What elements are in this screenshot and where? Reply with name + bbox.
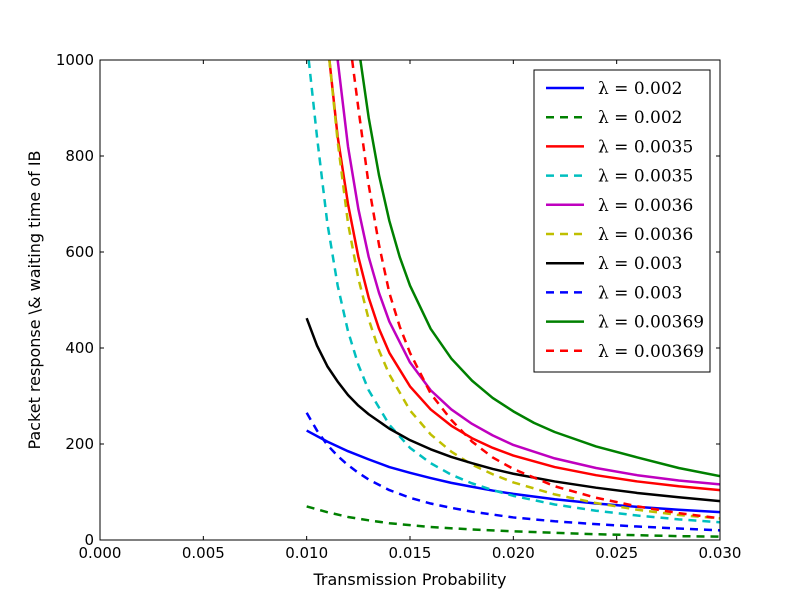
y-axis-title: Packet response \& waiting time of IB — [25, 150, 44, 449]
x-tick-label: 0.000 — [79, 544, 122, 562]
y-tick-label: 600 — [65, 243, 94, 261]
legend-label: λ = 0.0035 — [598, 137, 693, 157]
axis-ticks — [99, 59, 721, 541]
y-tick-label: 400 — [65, 339, 94, 357]
series-line-6 — [328, 60, 720, 520]
series-line-3 — [328, 60, 720, 492]
legend-label: λ = 0.002 — [598, 108, 683, 128]
y-tick-label: 800 — [65, 147, 94, 165]
series-line-4 — [307, 60, 720, 524]
legend-label: λ = 0.003 — [598, 283, 683, 303]
legend-label: λ = 0.0035 — [598, 167, 693, 187]
x-axis-title: Transmission Probability — [312, 570, 506, 589]
x-tick-label: 0.010 — [285, 544, 328, 562]
series-line-10 — [350, 60, 720, 520]
legend-label: λ = 0.0036 — [598, 196, 693, 216]
series-line-5 — [336, 60, 720, 486]
series-line-8 — [305, 412, 720, 532]
legend-label: λ = 0.003 — [598, 254, 683, 274]
axis-tick-labels: 0.000 0.005 0.010 0.015 0.020 0.025 0.030 0 200 4… — [56, 51, 742, 562]
series-line-1 — [306, 429, 720, 514]
series-line-7 — [305, 317, 720, 503]
legend-label: λ = 0.00369 — [598, 342, 704, 362]
y-tick-label: 0 — [84, 531, 94, 549]
x-tick-label: 0.020 — [492, 544, 535, 562]
legend-label: λ = 0.002 — [598, 79, 683, 99]
legend: λ = 0.002 λ = 0.002 λ = 0.0035 λ = 0.0035 λ … — [533, 69, 711, 373]
x-tick-label: 0.015 — [389, 544, 432, 562]
y-tick-label: 1000 — [56, 51, 94, 69]
series-line-2 — [306, 505, 720, 538]
legend-label: λ = 0.0036 — [598, 225, 693, 245]
x-tick-label: 0.025 — [595, 544, 638, 562]
x-tick-label: 0.030 — [699, 544, 742, 562]
legend-label: λ = 0.00369 — [598, 313, 704, 333]
series-lines — [305, 60, 720, 538]
series-line-9 — [359, 60, 720, 478]
y-tick-label: 200 — [65, 435, 94, 453]
x-tick-label: 0.005 — [182, 544, 225, 562]
